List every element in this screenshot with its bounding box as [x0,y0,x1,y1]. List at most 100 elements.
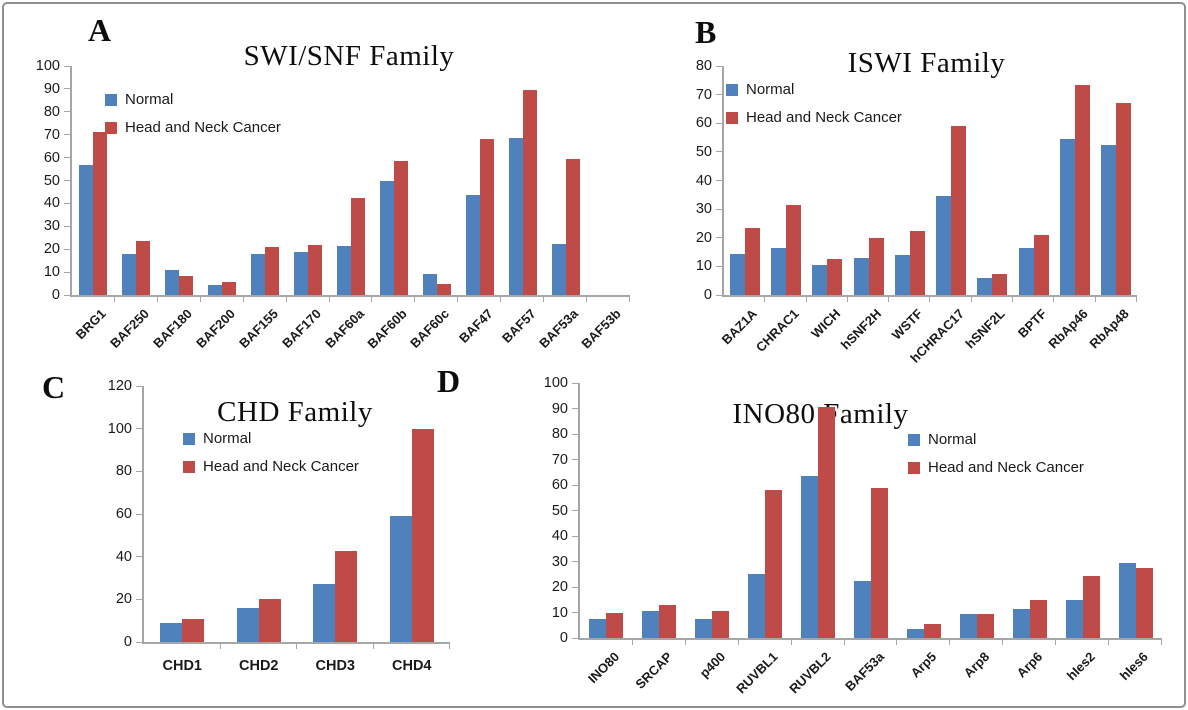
y-tick-mark [572,484,578,486]
legend-swatch-normal-icon [105,93,117,106]
x-tick-cell [889,297,931,302]
x-category-label: hSNF2H [837,306,885,353]
category-group [372,161,415,295]
bar-chart-swisnf: 0 10 20 30 40 50 60 70 80 90 100 BRG1 BAF250 BAF180 B… [25,59,630,364]
x-tick-cell [372,297,416,302]
bar-normal-CHD4 [389,516,412,642]
category-group [374,428,451,642]
bar-normal-p400 [695,618,713,638]
category-group [1109,562,1162,638]
x-tick-cell [765,297,807,302]
category-group [201,282,244,295]
x-tick-cell [330,297,373,302]
panel-letter: B [695,14,717,50]
x-axis-labels: CHD1 CHD2 CHD3 CHD4 [144,649,450,683]
y-tick-mark [716,208,722,210]
y-tick-label: 40 [551,527,568,544]
category-group [244,246,287,295]
x-category-label: RUVBL2 [786,649,834,697]
x-category-label: BAF53a [536,306,582,351]
bar-normal-BAF53a [853,580,871,638]
legend: Normal Head and Neck Cancer [105,91,281,147]
y-tick-label: 40 [43,195,60,212]
legend-swatch-cancer-icon [908,461,920,474]
x-tick-cell [1056,640,1110,645]
bar-cancer-hSNF2H [868,237,884,295]
plot-area [578,383,1162,640]
y-tick-mark [64,157,70,159]
category-group [1003,599,1056,638]
bar-cancer-RbAp48 [1116,103,1132,295]
bar-cancer-WSTF [909,230,925,295]
x-tick-cell [158,297,201,302]
y-tick-label: 100 [107,420,132,437]
bar-cancer-BAF53a [870,487,888,638]
x-tick-cell [458,297,502,302]
bar-cancer-BPTF [1033,234,1049,295]
y-tick-mark [572,510,578,511]
bar-cancer-Arp8 [976,613,994,638]
bar-cancer-BAF60a [350,197,365,295]
category-group [724,227,765,295]
y-tick-mark [572,535,578,537]
y-tick-mark [716,151,722,153]
x-tick-cell [297,644,374,649]
legend-swatch-cancer-icon [105,121,117,134]
x-category-label: BAZ1A [718,306,761,348]
x-category-label: hIes2 [1064,649,1099,684]
y-tick-label: 100 [543,374,568,391]
y-tick-label: 30 [695,200,712,217]
bar-normal-BPTF [1018,247,1034,295]
x-tick-cell [244,297,287,302]
y-axis: 0 10 20 30 40 50 60 70 80 90 100 [435,376,578,645]
y-tick-mark [64,111,70,113]
y-tick-label: 90 [43,80,60,97]
y-tick-mark [572,408,578,409]
y-tick-mark [716,65,722,67]
legend-label-cancer: Head and Neck Cancer [125,119,281,136]
x-category-label: BAF47 [455,306,496,346]
chart-title: ISWI Family [847,47,1006,80]
x-category-label: BAF53b [578,306,625,352]
legend-swatch-cancer-icon [726,111,738,124]
bar-normal-BAF60c [422,274,437,295]
x-category-label: BAF60a [321,306,367,351]
x-category-label: BAF53a [841,649,887,694]
plot-wrap: CHD1 CHD2 CHD3 CHD4 [142,386,450,683]
bar-normal-CHD2 [236,607,259,642]
bar-cancer-BAF155 [265,246,280,295]
bar-cancer-hCHRAC17 [951,126,967,295]
x-axis-ticks [72,297,630,302]
y-tick-mark [136,428,142,430]
legend-item-normal: Normal [726,81,902,98]
y-tick-mark [136,556,142,558]
y-axis: 0 10 20 30 40 50 60 70 80 90 100 [25,59,70,302]
y-tick-label: 20 [551,578,568,595]
y-tick-mark [136,641,142,643]
legend-label-normal: Normal [125,91,174,108]
y-tick-label: 10 [551,604,568,621]
bar-normal-RbAp46 [1060,139,1076,295]
category-group [972,273,1013,295]
x-category-label: Arp8 [960,649,993,681]
panel-chd-family: C CHD Family 0 20 40 60 80 100 120 CHD1 CHD2 CHD… [35,360,472,708]
y-tick-mark [716,294,722,296]
category-group [950,613,1003,638]
category-group [1056,575,1109,638]
bar-normal-WICH [812,264,828,295]
bar-cancer-SRCAP [659,604,677,638]
plot-area [142,386,450,644]
bar-normal-BAF170 [294,251,309,295]
legend-label-cancer: Head and Neck Cancer [928,459,1084,476]
bar-normal-BAZ1A [729,253,745,295]
bar-normal-RUVBL1 [748,574,766,638]
bar-normal-BRG1 [79,164,94,295]
category-group [930,126,971,295]
y-tick-mark [136,513,142,515]
legend-label-cancer: Head and Neck Cancer [746,109,902,126]
bar-cancer-CHD1 [182,618,205,642]
x-tick-cell [201,297,244,302]
category-group [415,274,458,295]
x-category-label: CHRAC1 [752,306,802,355]
legend-item-normal: Normal [183,430,359,447]
